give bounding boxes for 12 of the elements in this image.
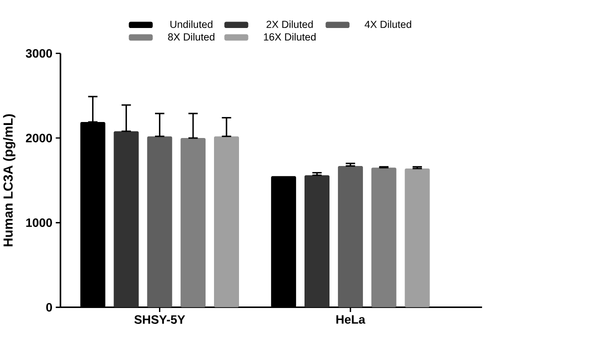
- legend-label: Undiluted: [170, 20, 212, 28]
- legend-label: 8X Diluted: [168, 33, 214, 41]
- legend-label: 4X Diluted: [364, 20, 412, 28]
- y-tick-label: 3000: [26, 49, 52, 58]
- x-tick-label: HeLa: [336, 315, 366, 324]
- legend-label: 16X Diluted: [264, 33, 316, 41]
- legend-label: 2X Diluted: [266, 20, 313, 28]
- y-tick-label: 1000: [26, 218, 52, 228]
- x-tick-label: SHSY-5Y: [134, 315, 186, 324]
- y-tick-label: 2000: [26, 134, 52, 142]
- y-tick-label: 0: [46, 303, 52, 312]
- y-axis-title: Human LC3A (pg/mL): [3, 114, 16, 246]
